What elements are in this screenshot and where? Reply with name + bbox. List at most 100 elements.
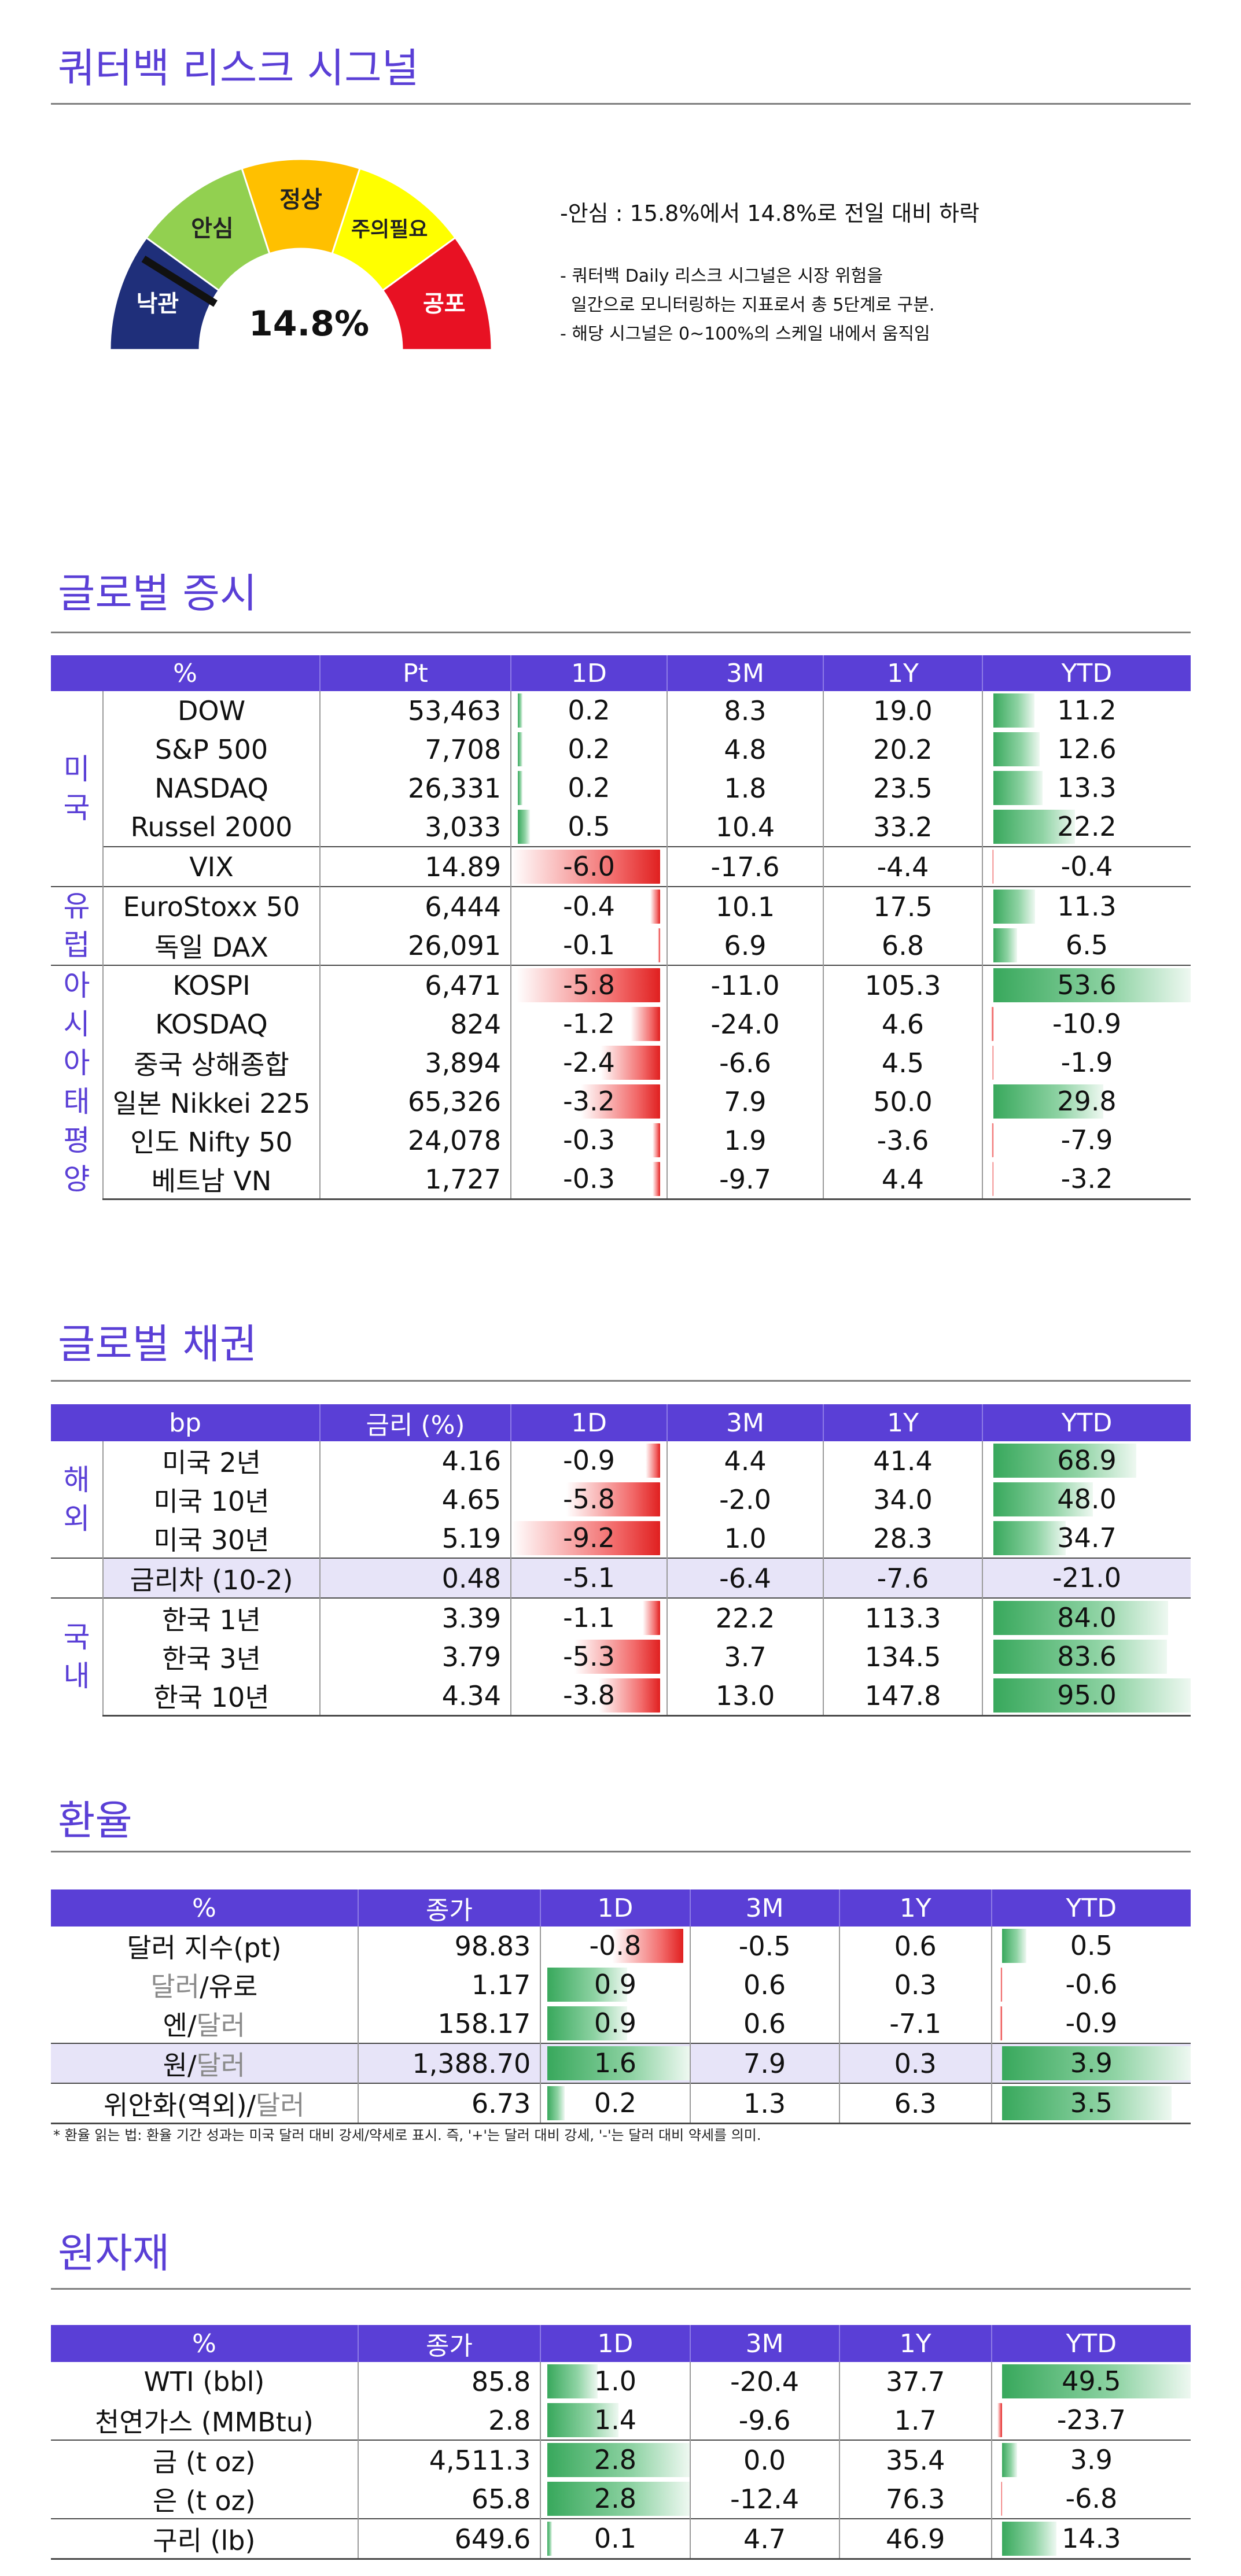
row-name: 일본 Nikkei 225 xyxy=(112,1087,311,1119)
fx-table: % 종가 1D 3M 1Y YTD 달러 지수(pt) 98.83 -0.8 -0.5 0.6 0.5… xyxy=(51,1889,1191,2124)
column-header: 1D xyxy=(510,1404,668,1441)
change-3m: 4.4 xyxy=(666,1441,824,1480)
row-name-part: 엔/ xyxy=(163,2009,197,2041)
change-ytd-value: 84.0 xyxy=(1057,1602,1117,1633)
positive-bar xyxy=(993,1444,1137,1478)
table-row: 미국 10년 4.65 -5.8 -2.0 34.0 48.0 xyxy=(51,1480,1191,1519)
change-ytd: 3.9 xyxy=(990,2043,1191,2083)
column-header: % xyxy=(51,2325,358,2362)
negative-bar xyxy=(646,1444,661,1478)
positive-bar xyxy=(993,732,1040,766)
change-1y: 35.4 xyxy=(838,2440,992,2479)
change-1d-value: 0.9 xyxy=(594,1969,636,2000)
row-value: 3,033 xyxy=(319,807,511,847)
change-1d-value: 0.9 xyxy=(594,2007,636,2039)
row-name: S&P 500 xyxy=(154,733,268,765)
change-1d-value: 0.5 xyxy=(568,811,610,842)
negative-bar xyxy=(992,850,993,884)
row-name-part: 달러 xyxy=(196,2009,246,2041)
table-row: 달러 지수(pt) 98.83 -0.8 -0.5 0.6 0.5 xyxy=(51,1927,1191,1965)
change-1y: 147.8 xyxy=(823,1676,983,1717)
change-3m: 4.7 xyxy=(689,2518,839,2560)
column-header: bp xyxy=(51,1404,321,1441)
fx-section-title: 환율 xyxy=(58,1797,132,1844)
change-ytd: -3.2 xyxy=(982,1160,1191,1200)
row-name: 미국 10년 xyxy=(153,1485,270,1517)
table-row: S&P 500 7,708 0.2 4.8 20.2 12.6 xyxy=(51,730,1191,769)
change-1y: 0.6 xyxy=(838,1927,992,1965)
row-name: 독일 DAX xyxy=(154,931,268,963)
change-1y: 0.3 xyxy=(838,2043,992,2083)
change-1d: 1.4 xyxy=(540,2401,690,2440)
row-value: 1,388.70 xyxy=(357,2043,541,2083)
risk-desc-line: - 쿼터백 Daily 리스크 시그널은 시장 위험을 xyxy=(560,266,883,286)
equity-divider xyxy=(51,632,1191,633)
change-1y: 34.0 xyxy=(823,1480,983,1519)
row-name: 미국 30년 xyxy=(153,1524,270,1556)
negative-bar xyxy=(601,1046,661,1080)
change-1d-value: -5.1 xyxy=(563,1562,615,1593)
change-1d: -2.4 xyxy=(510,1043,667,1082)
row-name-part: 원/ xyxy=(163,2049,197,2081)
row-name-part: 달러 지수(pt) xyxy=(127,1932,282,1964)
risk-desc-line: - 해당 시그널은 0~100%의 스케일 내에서 움직임 xyxy=(560,324,930,344)
column-header: 3M xyxy=(666,1404,824,1441)
row-value: 98.83 xyxy=(357,1927,541,1965)
change-ytd-value: 0.5 xyxy=(1070,1930,1113,1961)
table-row: 은 (t oz) 65.8 2.8 -12.4 76.3 -6.8 xyxy=(51,2479,1191,2519)
positive-bar xyxy=(547,2403,618,2437)
row-name: Russel 2000 xyxy=(130,811,293,843)
equity-table: % Pt 1D 3M 1Y YTD 미 국 DOW 53,463 0.2 8.3 19.0 11.2 S&P… xyxy=(51,655,1191,1200)
change-1d: -5.1 xyxy=(510,1558,668,1598)
change-ytd-value: -7.9 xyxy=(1060,1124,1113,1156)
table-row: VIX 14.89 -6.0 -17.6 -4.4 -0.4 xyxy=(51,846,1191,887)
change-3m: -20.4 xyxy=(689,2362,839,2401)
change-1d: -5.3 xyxy=(510,1637,668,1676)
row-value: 2.8 xyxy=(357,2401,541,2440)
row-value: 65,326 xyxy=(319,1082,511,1121)
change-3m: 0.6 xyxy=(689,1965,839,2004)
positive-bar xyxy=(993,693,1035,728)
change-1d: -5.8 xyxy=(510,965,667,1005)
change-ytd-value: 6.5 xyxy=(1065,929,1109,961)
change-ytd: 0.5 xyxy=(990,1927,1191,1965)
change-3m: -9.7 xyxy=(666,1160,823,1200)
negative-bar xyxy=(511,1521,661,1555)
change-1d: 0.2 xyxy=(510,730,667,769)
change-1d: -1.1 xyxy=(510,1597,668,1637)
change-ytd-value: -6.8 xyxy=(1065,2483,1118,2514)
change-1y: 20.2 xyxy=(823,730,982,769)
change-1y: 134.5 xyxy=(823,1637,983,1676)
change-1d: -5.8 xyxy=(510,1480,668,1519)
change-3m: 13.0 xyxy=(666,1676,824,1717)
row-name: KOSPI xyxy=(103,965,320,1005)
row-value: 824 xyxy=(319,1005,511,1043)
change-1y: -7.6 xyxy=(823,1558,983,1598)
row-value: 1.17 xyxy=(357,1965,541,2004)
table-row: 달러/유로 1.17 0.9 0.6 0.3 -0.6 xyxy=(51,1965,1191,2004)
change-1d-value: 0.2 xyxy=(568,772,610,803)
group-label xyxy=(51,1558,104,1598)
positive-bar xyxy=(517,693,523,728)
change-ytd: 95.0 xyxy=(982,1676,1191,1717)
column-header: 종가 xyxy=(357,1889,541,1927)
column-header: YTD xyxy=(982,1404,1191,1441)
column-header: 3M xyxy=(666,655,823,691)
table-row: 한국 3년 3.79 -5.3 3.7 134.5 83.6 xyxy=(51,1637,1191,1676)
change-ytd-value: -0.9 xyxy=(1065,2007,1118,2039)
row-name: VIX xyxy=(103,846,320,887)
row-value: 65.8 xyxy=(357,2479,541,2519)
row-value: 4,511.3 xyxy=(357,2440,541,2479)
commodity-divider xyxy=(51,2288,1191,2290)
change-ytd: 11.3 xyxy=(982,886,1191,926)
row-value: 1,727 xyxy=(319,1160,511,1200)
negative-bar xyxy=(566,1482,661,1516)
table-row: 구리 (lb) 649.6 0.1 4.7 46.9 14.3 xyxy=(51,2518,1191,2560)
column-header: YTD xyxy=(982,655,1191,691)
change-1y: 0.3 xyxy=(838,1965,992,2004)
change-3m: 1.0 xyxy=(666,1519,824,1558)
change-3m: 0.6 xyxy=(689,2004,839,2043)
negative-bar xyxy=(991,1007,993,1041)
